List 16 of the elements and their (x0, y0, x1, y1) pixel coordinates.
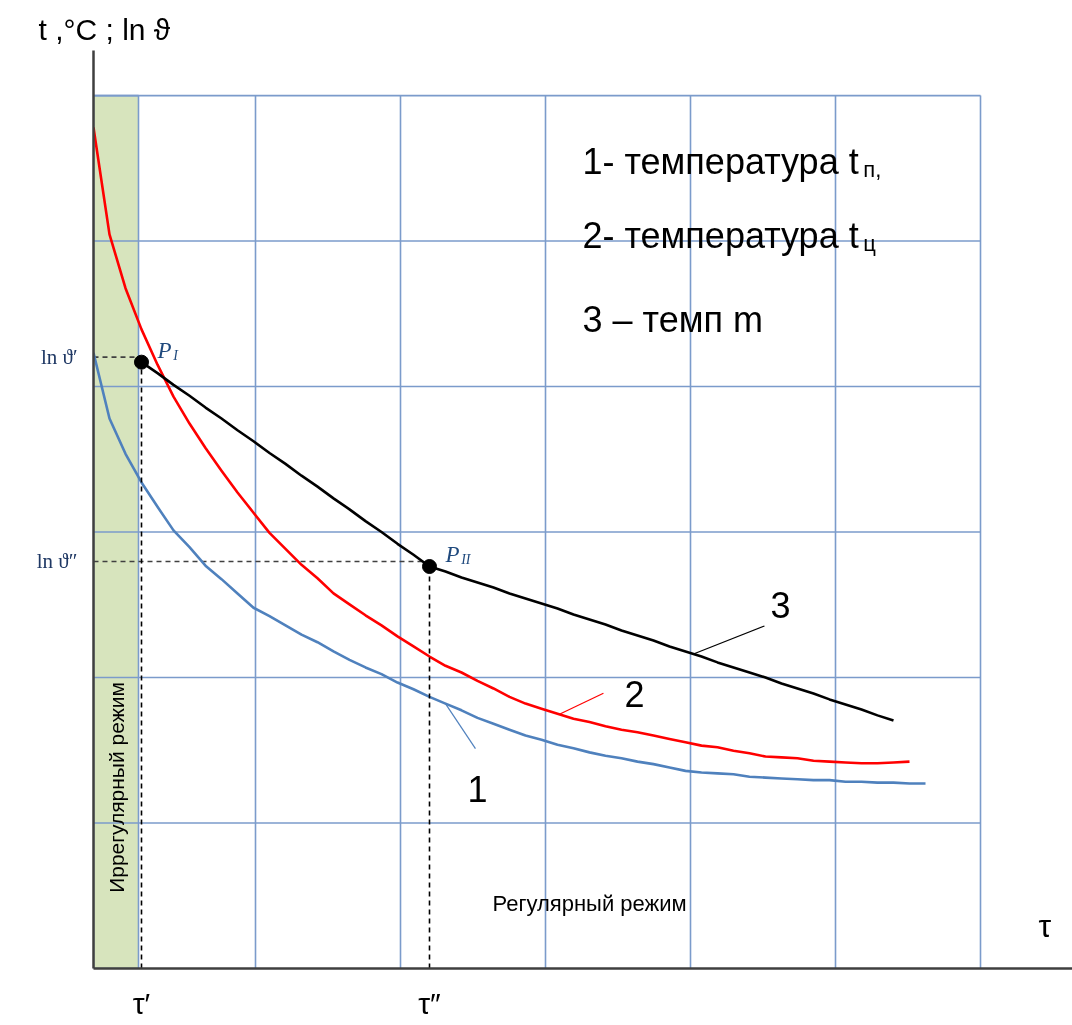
annotation: 2- температура tц (582, 215, 877, 256)
y-axis-title: t ,°C ; ln ϑ (38, 12, 171, 46)
ref-line-label: ln ϑ″ (36, 549, 78, 574)
x-tick-label: τ″ (418, 986, 442, 1020)
annotation: Регулярный режим (492, 891, 687, 916)
annotation: PI (156, 337, 180, 363)
annotation: 3 – темп m (582, 299, 763, 340)
x-axis-title: τ (1038, 907, 1052, 944)
annotation: Иррегулярный режим (105, 682, 128, 893)
annotation: 1- температура tп, (582, 141, 882, 182)
series-label: 3 (770, 584, 791, 626)
x-tick-label: τ′ (132, 986, 151, 1020)
ref-line-label: ln ϑ′ (40, 345, 78, 370)
legend-label: 2 (624, 674, 645, 716)
annotation: PII (444, 542, 472, 568)
series-label: 1 (467, 768, 488, 810)
